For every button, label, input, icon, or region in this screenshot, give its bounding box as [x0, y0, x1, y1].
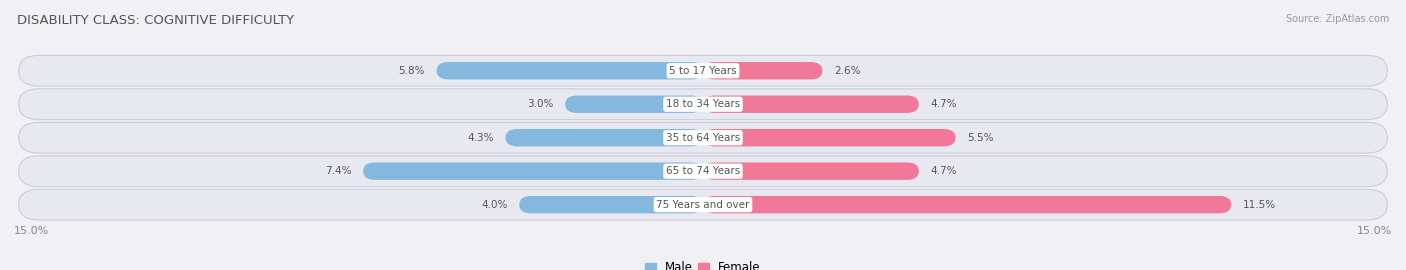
Text: 11.5%: 11.5% — [1243, 200, 1275, 210]
Legend: Male, Female: Male, Female — [641, 257, 765, 270]
FancyBboxPatch shape — [703, 129, 956, 146]
Text: 65 to 74 Years: 65 to 74 Years — [666, 166, 740, 176]
FancyBboxPatch shape — [363, 163, 703, 180]
Text: 7.4%: 7.4% — [325, 166, 352, 176]
Text: 4.3%: 4.3% — [468, 133, 494, 143]
Text: 2.6%: 2.6% — [834, 66, 860, 76]
FancyBboxPatch shape — [565, 96, 703, 113]
FancyBboxPatch shape — [18, 156, 1388, 187]
FancyBboxPatch shape — [437, 62, 703, 79]
Text: 5.5%: 5.5% — [967, 133, 994, 143]
Text: 4.7%: 4.7% — [931, 99, 957, 109]
FancyBboxPatch shape — [519, 196, 703, 213]
Text: 75 Years and over: 75 Years and over — [657, 200, 749, 210]
FancyBboxPatch shape — [703, 62, 823, 79]
Text: 4.7%: 4.7% — [931, 166, 957, 176]
Text: DISABILITY CLASS: COGNITIVE DIFFICULTY: DISABILITY CLASS: COGNITIVE DIFFICULTY — [17, 14, 294, 26]
FancyBboxPatch shape — [18, 189, 1388, 220]
Text: 18 to 34 Years: 18 to 34 Years — [666, 99, 740, 109]
FancyBboxPatch shape — [703, 196, 1232, 213]
Text: 4.0%: 4.0% — [481, 200, 508, 210]
Text: 35 to 64 Years: 35 to 64 Years — [666, 133, 740, 143]
FancyBboxPatch shape — [703, 96, 920, 113]
Text: 5 to 17 Years: 5 to 17 Years — [669, 66, 737, 76]
FancyBboxPatch shape — [18, 55, 1388, 86]
Text: 15.0%: 15.0% — [14, 227, 49, 237]
FancyBboxPatch shape — [18, 89, 1388, 120]
FancyBboxPatch shape — [18, 122, 1388, 153]
Text: Source: ZipAtlas.com: Source: ZipAtlas.com — [1285, 14, 1389, 23]
Text: 15.0%: 15.0% — [1357, 227, 1392, 237]
Text: 3.0%: 3.0% — [527, 99, 554, 109]
FancyBboxPatch shape — [506, 129, 703, 146]
FancyBboxPatch shape — [703, 163, 920, 180]
Text: 5.8%: 5.8% — [399, 66, 425, 76]
